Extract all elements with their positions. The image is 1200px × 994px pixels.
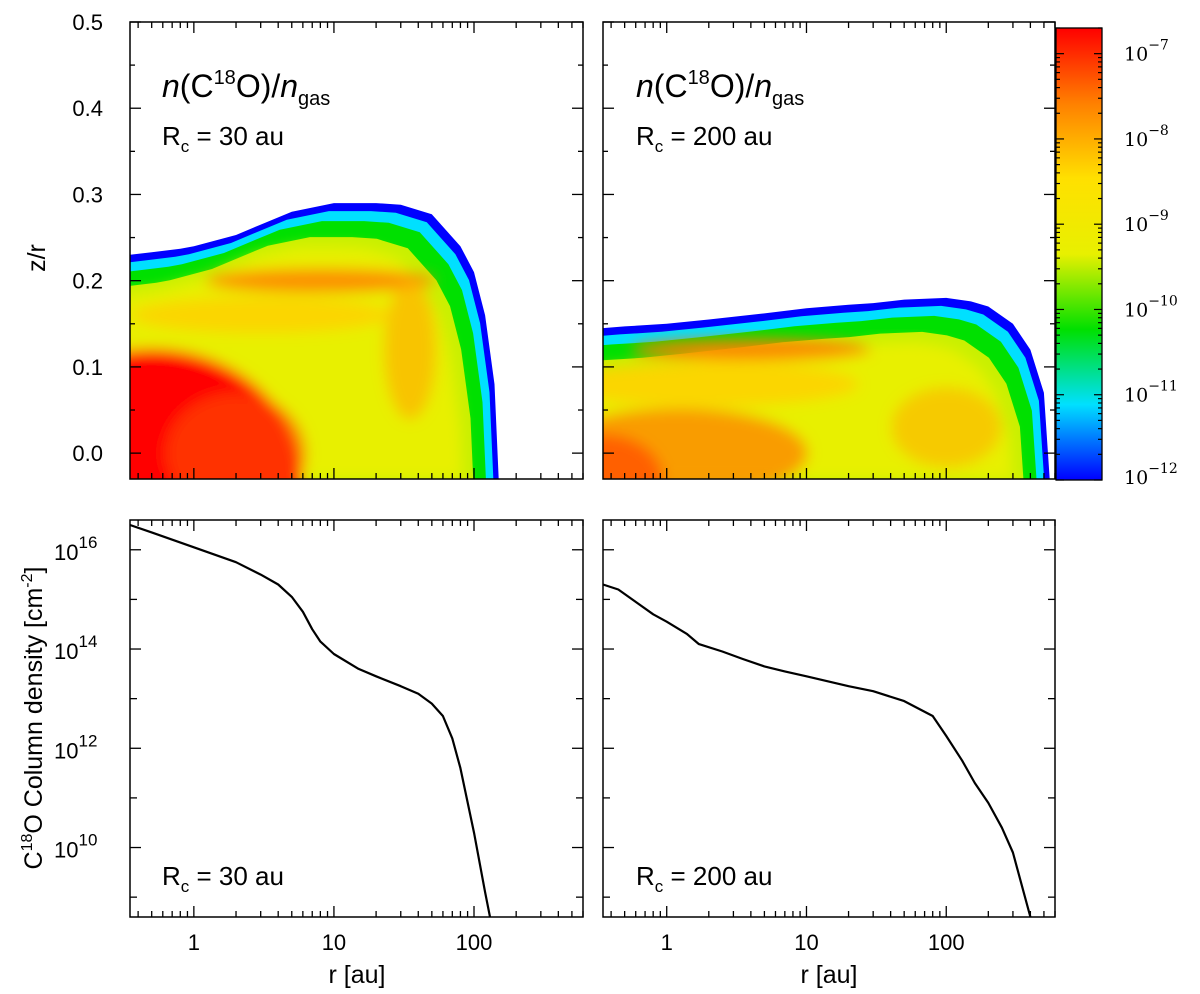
heatmap-layer-yellow <box>603 362 859 407</box>
ytick-label-bottom: 1010 <box>54 831 97 863</box>
colorbar-labels: 10−7 10−8 10−9 10−10 10−11 10−12 <box>1124 38 1178 489</box>
panel-frame-bottom-right <box>602 519 1056 918</box>
colorbar-label: 10−10 <box>1124 293 1178 321</box>
x-axis-title-right: r [au] <box>801 961 858 989</box>
bottom-y-axis-title: C18O Column density [cm-2] <box>19 567 48 870</box>
panel-frame-bottom-left <box>129 519 584 918</box>
xtick-label: 100 <box>928 930 965 955</box>
colorbar-label: 10−8 <box>1124 123 1169 151</box>
ytick-label-top: 0.2 <box>72 269 103 294</box>
ytick-label-top: 0.4 <box>72 96 103 121</box>
xtick-label: 10 <box>794 930 818 955</box>
annotation-rc200-bottom: Rc = 200 au <box>636 861 772 896</box>
panel-frame-top-right <box>602 21 1056 480</box>
ytick-label-top: 0.5 <box>72 10 103 35</box>
annotation-rc200-top: Rc = 200 au <box>636 121 772 156</box>
top-ytick-labels: 0.0 0.1 0.2 0.3 0.4 0.5 <box>72 10 103 466</box>
ytick-label-bottom: 1012 <box>54 731 97 763</box>
column-density-plot-rc30 <box>130 523 492 917</box>
heatmap-arc-orange <box>891 387 1002 468</box>
heatmap-core-orange <box>166 393 307 479</box>
heatmap-rc200 <box>603 297 1050 479</box>
panel-title-rc30: n(C18O)/ngas <box>162 67 330 110</box>
xtick-label: 1 <box>188 930 200 955</box>
bottom-ytick-labels: 1010 1012 1014 1016 <box>54 533 97 863</box>
ytick-label-bottom: 1016 <box>54 533 97 565</box>
ytick-label-top: 0.3 <box>72 182 103 207</box>
ytick-label-bottom: 1014 <box>54 632 97 664</box>
ytick-label-top: 0.1 <box>72 355 103 380</box>
series-line <box>130 523 492 917</box>
colorbar-label: 10−12 <box>1124 461 1178 489</box>
heatmap-ridge-orange <box>630 338 871 361</box>
heatmap-layer-yellow <box>130 297 391 334</box>
series-line <box>603 583 1032 917</box>
xtick-label: 100 <box>456 930 493 955</box>
heatmap-arc-orange <box>384 279 437 420</box>
top-y-axis-title: z/r <box>23 244 51 272</box>
annotation-rc30-bottom: Rc = 30 au <box>162 861 284 896</box>
x-axis-title-left: r [au] <box>329 961 386 989</box>
column-density-plot-rc200 <box>603 583 1032 917</box>
heatmap-rc30 <box>130 203 499 479</box>
annotation-rc30-top: Rc = 30 au <box>162 121 284 156</box>
xtick-label: 10 <box>322 930 346 955</box>
xtick-labels: 1 10 100 1 10 100 <box>188 930 965 955</box>
ytick-label-top: 0.0 <box>72 441 103 466</box>
colorbar-label: 10−9 <box>1124 208 1169 236</box>
xtick-label: 1 <box>661 930 673 955</box>
colorbar-label: 10−7 <box>1124 38 1169 66</box>
axis-ticks <box>130 21 1056 917</box>
panel-title-rc200: n(C18O)/ngas <box>636 67 804 110</box>
panel-frame-top-left <box>129 21 584 480</box>
colorbar <box>1055 27 1103 481</box>
heatmap-ridge-orange <box>205 268 436 293</box>
heatmap-warm-orange <box>603 408 808 479</box>
colorbar-ticks <box>1056 27 1102 481</box>
colorbar-label: 10−11 <box>1124 379 1178 407</box>
